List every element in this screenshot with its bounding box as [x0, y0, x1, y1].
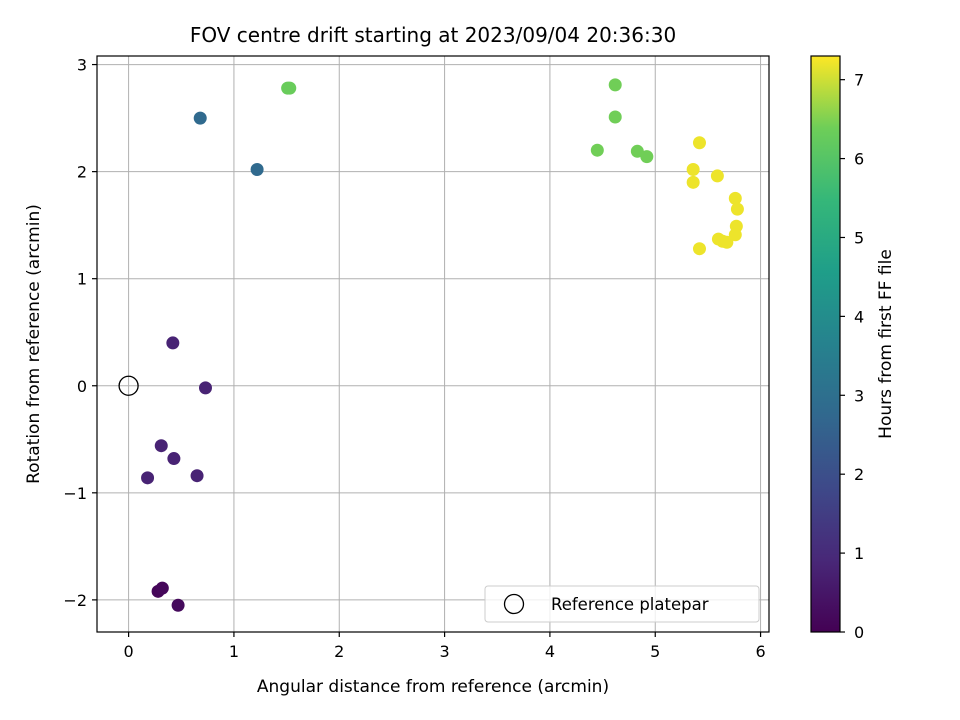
data-point [250, 162, 264, 176]
colorbar-frame [810, 55, 841, 633]
y-tick-label: 0 [77, 377, 87, 396]
x-tick-label: 5 [650, 642, 660, 661]
data-point [590, 143, 604, 157]
colorbar-tick-label: 2 [854, 465, 864, 484]
data-point [728, 228, 742, 242]
data-points [141, 78, 744, 612]
data-point [166, 336, 180, 350]
colorbar: 0 1 2 3 4 5 6 7 Hours from first FF file [810, 55, 896, 642]
y-tick-label: 3 [77, 56, 87, 75]
y-tick-label: −2 [63, 591, 87, 610]
colorbar-ticks: 0 1 2 3 4 5 6 7 [840, 71, 864, 642]
data-point [686, 162, 700, 176]
data-point [692, 136, 706, 150]
x-tick-label: 1 [229, 642, 239, 661]
data-point [283, 81, 297, 95]
data-point [608, 78, 622, 92]
colorbar-tick-label: 4 [854, 307, 864, 326]
data-point [720, 235, 734, 249]
data-point [728, 191, 742, 205]
data-point [692, 242, 706, 256]
data-point [686, 175, 700, 189]
data-point [167, 452, 181, 466]
data-point [608, 110, 622, 124]
data-point [730, 202, 744, 216]
data-point [198, 381, 212, 395]
colorbar-tick-label: 7 [854, 71, 864, 90]
chart-title: FOV centre drift starting at 2023/09/04 … [190, 23, 676, 47]
x-tick-label: 6 [755, 642, 765, 661]
data-point [141, 471, 155, 485]
data-point [155, 581, 169, 595]
y-axis-label: Rotation from reference (arcmin) [24, 204, 44, 484]
reference-platepar-marker [118, 375, 139, 396]
data-point [190, 469, 204, 483]
grid-lines [97, 56, 769, 632]
y-tick-label: 1 [77, 270, 87, 289]
colorbar-gradient [811, 56, 840, 632]
legend-marker-open-circle [503, 593, 525, 615]
colorbar-tick-label: 0 [854, 623, 864, 642]
reference-marker-group [118, 375, 139, 396]
y-axis-ticks: −2 −1 0 1 2 3 [63, 56, 97, 610]
x-axis-ticks: 0 1 2 3 4 5 6 [124, 632, 766, 661]
data-point [710, 169, 724, 183]
legend-label: Reference platepar [551, 595, 709, 614]
colorbar-tick-label: 6 [854, 150, 864, 169]
data-point [640, 150, 654, 164]
plot-frame [96, 55, 770, 633]
data-point [171, 598, 185, 612]
data-point [630, 144, 644, 158]
x-tick-label: 0 [124, 642, 134, 661]
x-tick-label: 4 [545, 642, 555, 661]
x-tick-label: 3 [439, 642, 449, 661]
legend: Reference platepar [484, 585, 760, 623]
data-point [193, 111, 207, 125]
colorbar-tick-label: 5 [854, 228, 864, 247]
x-axis-label: Angular distance from reference (arcmin) [257, 677, 609, 697]
legend-box [484, 585, 760, 623]
colorbar-tick-label: 1 [854, 544, 864, 563]
data-point [154, 439, 168, 453]
colorbar-tick-label: 3 [854, 386, 864, 405]
colorbar-label: Hours from first FF file [876, 249, 896, 439]
y-tick-label: −1 [63, 484, 87, 503]
y-tick-label: 2 [77, 163, 87, 182]
x-tick-label: 2 [334, 642, 344, 661]
